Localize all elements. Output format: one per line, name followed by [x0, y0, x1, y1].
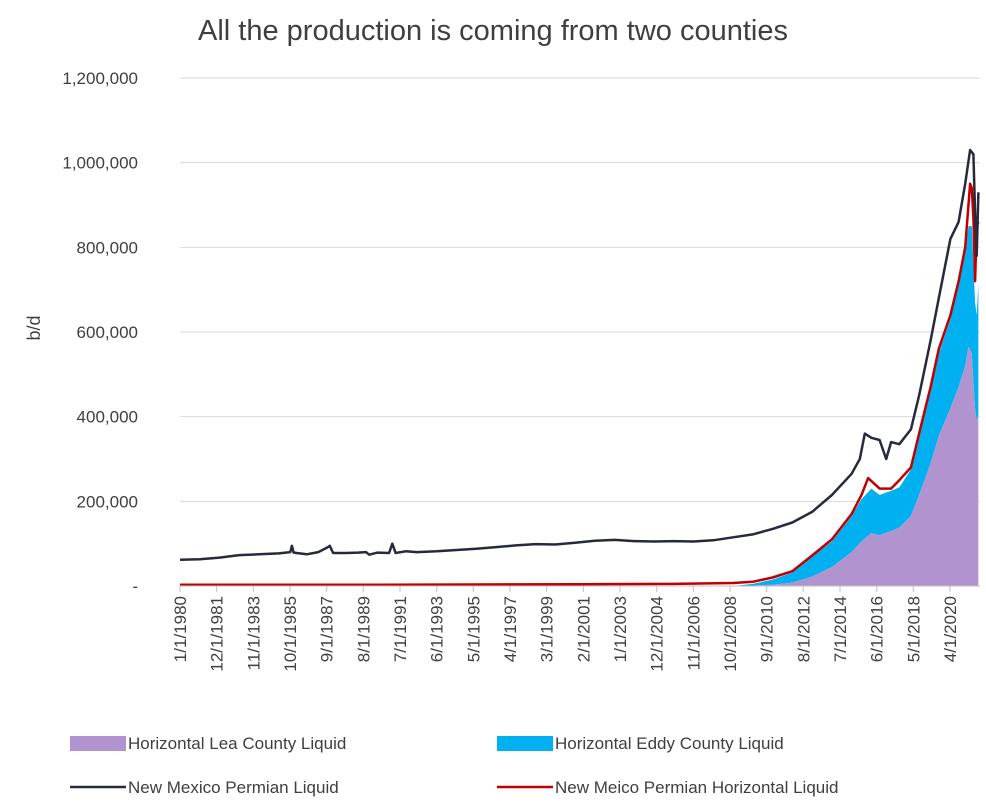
y-tick-label: 1,200,000 [62, 69, 138, 88]
legend-swatch [70, 736, 126, 751]
x-tick-label: 4/1/2020 [941, 596, 960, 662]
x-tick-label: 5/1/2018 [904, 596, 923, 662]
y-tick-label: 600,000 [77, 323, 138, 342]
x-tick-label: 11/1/1983 [244, 596, 263, 670]
y-tick-label: - [132, 577, 138, 596]
x-tick-label: 8/1/1989 [354, 596, 373, 662]
legend-swatch [497, 736, 553, 751]
legend-label: New Mexico Permian Liquid [128, 778, 339, 797]
x-tick-label: 6/1/1993 [428, 596, 447, 662]
series-line-horizontal [180, 182, 980, 586]
legend-label: Horizontal Eddy County Liquid [555, 734, 784, 753]
x-axis: 1/1/1980 12/1/1981 11/1/1983 10/1/1985 9/1/1… [171, 585, 980, 672]
x-tick-label: 10/1/1985 [281, 596, 300, 672]
x-tick-label: 7/1/2014 [831, 596, 850, 662]
x-tick-label: 5/1/1995 [464, 596, 483, 662]
x-tick-label: 7/1/1991 [391, 596, 410, 662]
x-tick-label: 9/1/1987 [318, 596, 337, 662]
legend-label: New Meico Permian Horizontal Liquid [555, 778, 838, 797]
x-tick-label: 6/1/2016 [868, 596, 887, 662]
y-tick-label: 200,000 [77, 492, 138, 511]
y-axis: - 200,000 400,000 600,000 800,000 1,000,000 1,… [62, 69, 138, 596]
y-tick-label: 400,000 [77, 408, 138, 427]
x-tick-label: 1/1/2003 [611, 596, 630, 662]
y-axis-label: b/d [24, 315, 44, 340]
x-tick-label: 3/1/1999 [538, 596, 557, 662]
x-tick-label: 9/1/2010 [758, 596, 777, 662]
stacked-areas [733, 226, 979, 586]
x-tick-label: 4/1/1997 [501, 596, 520, 662]
x-tick-label: 8/1/2012 [794, 596, 813, 662]
x-tick-label: 12/1/2004 [648, 596, 667, 672]
chart-title: All the production is coming from two co… [198, 15, 788, 47]
x-tick-label: 12/1/1981 [208, 596, 227, 672]
series-area-lea [733, 346, 979, 586]
series-line-permian [179, 148, 980, 562]
series-lines [179, 148, 980, 586]
legend: Horizontal Lea County Liquid Horizontal E… [70, 734, 838, 797]
y-tick-label: 800,000 [77, 238, 138, 257]
x-tick-label: 2/1/2001 [574, 596, 593, 662]
legend-label: Horizontal Lea County Liquid [128, 734, 346, 753]
x-tick-label: 11/1/2006 [684, 596, 703, 670]
gridlines [180, 77, 980, 502]
x-tick-label: 1/1/1980 [171, 596, 190, 662]
y-tick-label: 1,000,000 [62, 154, 138, 173]
x-tick-label: 10/1/2008 [721, 596, 740, 672]
series-area-eddy [733, 226, 979, 586]
